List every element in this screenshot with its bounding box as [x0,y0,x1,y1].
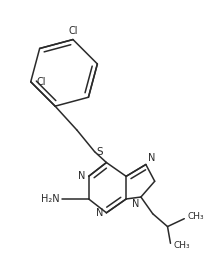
Text: Cl: Cl [68,26,77,35]
Text: S: S [96,147,103,157]
Text: N: N [131,199,138,209]
Text: N: N [78,171,85,181]
Text: N: N [147,152,154,163]
Text: CH₃: CH₃ [186,212,203,221]
Text: CH₃: CH₃ [173,241,189,250]
Text: H₂N: H₂N [41,194,60,204]
Text: N: N [96,208,103,218]
Text: Cl: Cl [36,77,46,87]
